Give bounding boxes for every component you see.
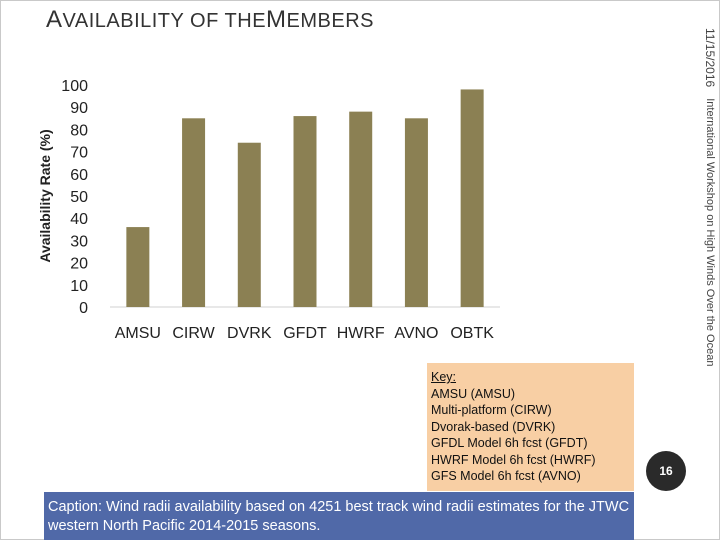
bar-cirw (182, 118, 206, 307)
key-item: GFDL Model 6h fcst (GFDT) (431, 436, 588, 450)
x-tick-label: CIRW (172, 325, 215, 342)
x-tick-label: HWRF (337, 325, 385, 342)
page-number-badge: 16 (646, 451, 686, 491)
y-tick-label: 20 (70, 256, 88, 273)
bar-gfdt (293, 116, 317, 307)
key-item: AMSU (AMSU) (431, 386, 516, 401)
x-tick-label: DVRK (227, 325, 272, 342)
bar-hwrf (349, 111, 373, 307)
bar-dvrk (237, 142, 261, 307)
y-tick-label: 100 (61, 78, 88, 95)
x-tick-label: AMSU (115, 325, 161, 342)
x-tick-label: OBTK (450, 325, 494, 342)
key-title: Key: (431, 370, 457, 384)
key-item: HWRF Model 6h fcst (HWRF) (431, 452, 596, 467)
key-item: Dvorak-based (DVRK) (431, 419, 556, 434)
bar-chart: 0 10 20 30 40 50 60 70 80 90 100 AMSU CIRW DVRK GFDT H… (37, 78, 500, 342)
slide-date: 11/15/2016 (703, 28, 717, 88)
y-tick-label: 40 (70, 211, 88, 228)
y-tick-label: 90 (70, 100, 88, 117)
y-tick-label: 0 (79, 300, 88, 317)
bar-obtk (460, 89, 484, 307)
slide-sidebar-text: 11/15/2016 International Workshop on Hig… (699, 28, 717, 398)
slide-title: AVAILABILITY OF THEMEMBERS (46, 6, 374, 33)
bar-avno (404, 118, 428, 307)
key-item: GFS Model 6h fcst (AVNO) (431, 469, 581, 483)
workshop-name: International Workshop on High Winds Ove… (704, 98, 716, 367)
y-tick-label: 30 (70, 233, 88, 250)
y-tick-label: 70 (70, 145, 88, 162)
caption-box: Caption: Wind radii availability based o… (44, 492, 634, 540)
key-item: Multi-platform (CIRW) (431, 403, 552, 417)
key-box: Key: AMSU (AMSU) Multi-platform (CIRW) D… (427, 363, 634, 491)
y-tick-label: 60 (70, 167, 88, 184)
y-axis-label: Availability Rate (%) (37, 129, 53, 262)
x-tick-label: GFDT (283, 325, 327, 342)
y-tick-label: 10 (70, 278, 88, 295)
bar-amsu (126, 227, 150, 307)
y-tick-label: 80 (70, 122, 88, 139)
y-tick-label: 50 (70, 189, 88, 206)
x-tick-label: AVNO (394, 325, 438, 342)
